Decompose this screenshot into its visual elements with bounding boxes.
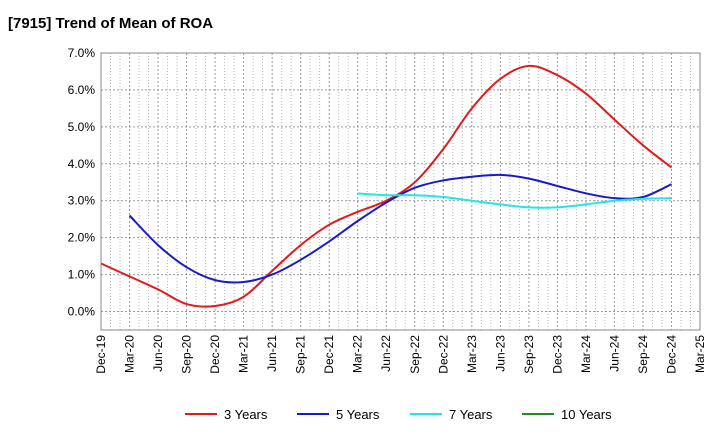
x-tick-label: Jun-21 (265, 335, 279, 372)
x-tick-label: Sep-21 (294, 335, 308, 374)
x-tick-label: Dec-24 (664, 335, 678, 374)
y-tick-label: 3.0% (68, 194, 96, 208)
x-tick-label: Sep-24 (636, 335, 650, 374)
x-tick-label: Jun-23 (493, 335, 507, 372)
y-tick-label: 2.0% (68, 231, 96, 245)
x-tick-label: Dec-19 (94, 335, 108, 374)
legend-label: 7 Years (449, 407, 493, 422)
legend-label: 10 Years (561, 407, 612, 422)
x-tick-label: Jun-24 (607, 335, 621, 372)
x-tick-label: Sep-22 (408, 335, 422, 374)
plot-frame (100, 52, 701, 331)
legend: 3 Years 5 Years 7 Years 10 Years (185, 407, 612, 422)
x-tick-label: Sep-23 (522, 335, 536, 374)
y-axis-ticks: 0.0% 1.0% 2.0% 3.0% 4.0% 5.0% 6.0% 7.0% (68, 46, 96, 319)
chart-title: [7915] Trend of Mean of ROA (8, 15, 213, 32)
legend-label: 3 Years (224, 407, 268, 422)
x-tick-label: Dec-20 (208, 335, 222, 374)
series-line-1 (100, 64, 673, 308)
x-tick-label: Dec-22 (436, 335, 450, 374)
series-line-3 (357, 192, 672, 209)
x-tick-label: Mar-25 (693, 335, 707, 373)
x-tick-label: Dec-21 (322, 335, 336, 374)
x-tick-label: Dec-23 (550, 335, 564, 374)
y-tick-label: 0.0% (68, 305, 96, 319)
x-tick-label: Jun-22 (379, 335, 393, 372)
x-tick-label: Mar-24 (579, 335, 593, 373)
y-tick-label: 7.0% (68, 46, 96, 60)
y-tick-label: 4.0% (68, 157, 96, 171)
series-line-2 (128, 173, 672, 284)
y-tick-label: 1.0% (68, 268, 96, 282)
x-tick-label: Mar-20 (123, 335, 137, 373)
x-tick-label: Sep-20 (180, 335, 194, 374)
x-axis-ticks: Dec-19 Mar-20 Jun-20 Sep-20 Dec-20 Mar-21 Jun-… (94, 335, 707, 374)
legend-label: 5 Years (336, 407, 380, 422)
x-tick-label: Jun-20 (151, 335, 165, 372)
x-tick-label: Mar-23 (465, 335, 479, 373)
y-tick-label: 5.0% (68, 120, 96, 134)
x-tick-label: Mar-21 (237, 335, 251, 373)
series-lines (100, 64, 673, 308)
grid (100, 52, 701, 330)
x-tick-label: Mar-22 (351, 335, 365, 373)
y-tick-label: 6.0% (68, 83, 96, 97)
